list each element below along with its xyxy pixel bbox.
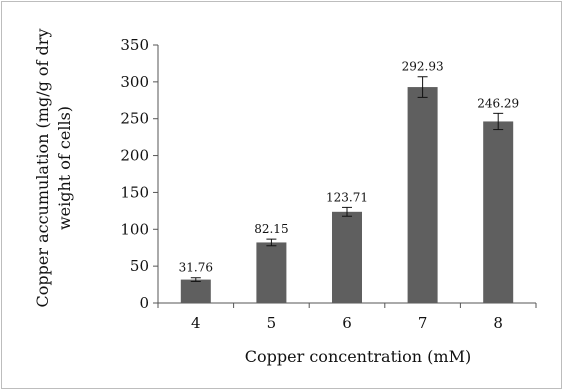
bar xyxy=(407,87,438,303)
bars xyxy=(180,76,514,303)
y-tick-label: 250 xyxy=(120,110,149,128)
y-tick-label: 100 xyxy=(120,220,149,238)
y-tick-label: 300 xyxy=(120,73,149,91)
y-tick-label: 150 xyxy=(120,183,149,201)
data-label: 292.93 xyxy=(402,60,444,74)
x-tick-label: 5 xyxy=(267,314,277,332)
bar xyxy=(180,279,211,303)
x-tick-label: 6 xyxy=(342,314,352,332)
x-tick-label: 7 xyxy=(418,314,428,332)
y-tick-label: 50 xyxy=(130,257,149,275)
x-tick-label: 8 xyxy=(493,314,503,332)
bar xyxy=(256,242,287,303)
data-label: 246.29 xyxy=(477,96,519,110)
data-label: 123.71 xyxy=(326,190,368,204)
y-tick-label: 350 xyxy=(120,36,149,54)
data-label: 82.15 xyxy=(254,222,288,236)
y-axis: 0 50 100 150 200 250 300 350 xyxy=(120,36,159,312)
data-labels: 31.76 82.15 123.71 292.93 246.29 xyxy=(179,60,520,275)
y-axis-title-line-2: weight of cells) xyxy=(55,106,74,230)
y-axis-title-line-1: Copper accumulation (mg/g of dry xyxy=(33,29,52,308)
y-tick-label: 200 xyxy=(120,147,149,165)
bar xyxy=(332,211,362,303)
data-label: 31.76 xyxy=(179,261,213,275)
y-tick-label: 0 xyxy=(139,294,149,312)
x-tick-label: 4 xyxy=(191,314,201,332)
bar xyxy=(483,121,514,303)
x-axis: 4 5 6 7 8 xyxy=(157,302,537,332)
x-axis-title: Copper concentration (mM) xyxy=(245,347,471,366)
